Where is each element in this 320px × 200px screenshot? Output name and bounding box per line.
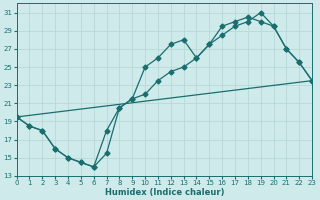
X-axis label: Humidex (Indice chaleur): Humidex (Indice chaleur) <box>105 188 224 197</box>
